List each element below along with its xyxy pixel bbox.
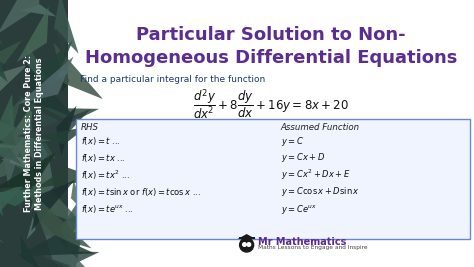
Polygon shape xyxy=(33,250,100,267)
Polygon shape xyxy=(0,0,42,34)
Polygon shape xyxy=(0,52,9,92)
Text: $y = Cx^2 + Dx + E$: $y = Cx^2 + Dx + E$ xyxy=(281,168,351,182)
Polygon shape xyxy=(0,183,9,199)
Polygon shape xyxy=(0,40,22,81)
Polygon shape xyxy=(0,156,3,217)
Circle shape xyxy=(243,243,246,246)
Polygon shape xyxy=(31,180,75,231)
Circle shape xyxy=(240,238,254,252)
Polygon shape xyxy=(17,7,49,62)
Polygon shape xyxy=(27,43,51,86)
Text: $\dfrac{d^2y}{dx^2} + 8\dfrac{dy}{dx} + 16y = 8x + 20$: $\dfrac{d^2y}{dx^2} + 8\dfrac{dy}{dx} + … xyxy=(193,88,349,122)
Text: Mr Mathematics: Mr Mathematics xyxy=(258,237,346,247)
Text: Further Mathematics: Core Pure 2:
Methods in Differential Equations: Further Mathematics: Core Pure 2: Method… xyxy=(24,55,44,212)
Text: $y = Cx + D$: $y = Cx + D$ xyxy=(281,151,326,164)
Polygon shape xyxy=(30,154,54,211)
Polygon shape xyxy=(26,142,56,159)
Polygon shape xyxy=(0,22,4,46)
Polygon shape xyxy=(60,208,91,249)
Polygon shape xyxy=(0,183,26,211)
Text: $y = C\cos x + D\sin x$: $y = C\cos x + D\sin x$ xyxy=(281,186,360,198)
Text: $y = Ce^{ux}$: $y = Ce^{ux}$ xyxy=(281,202,317,215)
Polygon shape xyxy=(36,127,87,144)
Polygon shape xyxy=(26,105,71,127)
Polygon shape xyxy=(61,242,81,267)
Polygon shape xyxy=(18,95,39,108)
Text: $f(x) = t\sin x$ or $f(x) = t\cos x$ ...: $f(x) = t\sin x$ or $f(x) = t\cos x$ ... xyxy=(81,186,201,198)
Text: Maths Lessons to Engage and Inspire: Maths Lessons to Engage and Inspire xyxy=(258,245,367,250)
Circle shape xyxy=(247,243,251,246)
Text: $f(x) = te^{ux}$ ...: $f(x) = te^{ux}$ ... xyxy=(81,203,134,215)
Polygon shape xyxy=(4,138,24,187)
Polygon shape xyxy=(12,103,34,169)
Polygon shape xyxy=(24,61,75,118)
FancyBboxPatch shape xyxy=(76,119,470,239)
Polygon shape xyxy=(0,114,55,147)
Polygon shape xyxy=(36,167,101,188)
Polygon shape xyxy=(65,220,91,267)
Text: Assumed Function: Assumed Function xyxy=(281,124,360,132)
Polygon shape xyxy=(20,4,56,17)
Text: $f(x) = t$ ...: $f(x) = t$ ... xyxy=(81,135,121,147)
Text: $f(x) = tx^2$ ...: $f(x) = tx^2$ ... xyxy=(81,168,130,182)
Polygon shape xyxy=(18,56,73,104)
Polygon shape xyxy=(0,234,4,243)
Polygon shape xyxy=(0,140,36,179)
Polygon shape xyxy=(237,234,255,239)
Text: RHS: RHS xyxy=(81,124,99,132)
Polygon shape xyxy=(46,70,73,86)
Text: Particular Solution to Non-: Particular Solution to Non- xyxy=(136,26,406,44)
Polygon shape xyxy=(20,235,41,267)
Polygon shape xyxy=(17,235,95,256)
Polygon shape xyxy=(21,116,35,162)
Polygon shape xyxy=(0,140,18,156)
Polygon shape xyxy=(54,0,79,54)
Polygon shape xyxy=(49,255,57,267)
Polygon shape xyxy=(0,26,8,83)
Polygon shape xyxy=(28,189,91,248)
Text: Find a particular integral for the function: Find a particular integral for the funct… xyxy=(80,74,265,84)
Polygon shape xyxy=(62,68,69,93)
Polygon shape xyxy=(0,187,45,206)
Text: $y = C$: $y = C$ xyxy=(281,135,304,147)
Polygon shape xyxy=(60,198,81,264)
Polygon shape xyxy=(9,98,21,130)
Polygon shape xyxy=(0,155,1,198)
Polygon shape xyxy=(71,180,84,211)
Polygon shape xyxy=(0,64,28,104)
Polygon shape xyxy=(17,109,90,142)
Polygon shape xyxy=(55,28,66,55)
Text: $f(x) = tx$ ...: $f(x) = tx$ ... xyxy=(81,152,126,164)
Polygon shape xyxy=(1,157,33,171)
Polygon shape xyxy=(39,140,48,170)
Polygon shape xyxy=(44,108,99,123)
Polygon shape xyxy=(0,152,56,189)
Polygon shape xyxy=(0,148,23,166)
Text: Homogeneous Differential Equations: Homogeneous Differential Equations xyxy=(85,49,457,67)
Polygon shape xyxy=(27,217,36,239)
Polygon shape xyxy=(56,106,76,156)
Polygon shape xyxy=(2,149,27,212)
Polygon shape xyxy=(40,40,73,111)
Polygon shape xyxy=(53,42,103,99)
Polygon shape xyxy=(41,221,91,267)
Polygon shape xyxy=(26,163,85,226)
Polygon shape xyxy=(0,94,14,152)
Polygon shape xyxy=(238,237,255,239)
Bar xyxy=(0,0,68,267)
Polygon shape xyxy=(0,150,13,184)
